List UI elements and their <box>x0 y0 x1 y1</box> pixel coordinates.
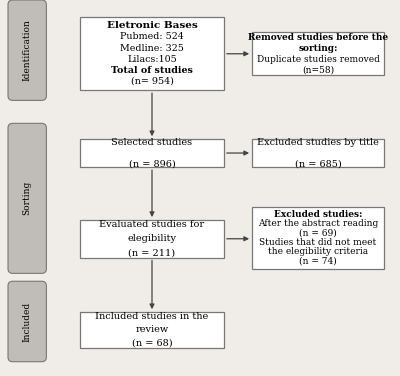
Text: After the abstract reading: After the abstract reading <box>258 219 378 228</box>
Bar <box>80 139 224 167</box>
Bar <box>252 207 384 269</box>
Text: Evaluated studies for: Evaluated studies for <box>100 220 204 229</box>
Text: (n = 74): (n = 74) <box>299 257 337 266</box>
Text: (n = 211): (n = 211) <box>128 249 176 258</box>
Text: (n = 69): (n = 69) <box>299 229 337 238</box>
FancyBboxPatch shape <box>8 281 46 362</box>
Text: Lilacs:105: Lilacs:105 <box>127 55 177 64</box>
FancyBboxPatch shape <box>8 0 46 100</box>
Text: Excluded studies by title: Excluded studies by title <box>257 138 379 147</box>
Text: Excluded studies:: Excluded studies: <box>274 210 362 219</box>
Text: Selected studies: Selected studies <box>112 138 192 147</box>
Text: Included studies in the: Included studies in the <box>95 312 209 321</box>
Text: Duplicate studies removed: Duplicate studies removed <box>256 55 380 64</box>
Bar <box>80 220 224 258</box>
Text: Studies that did not meet: Studies that did not meet <box>259 238 377 247</box>
Text: (n = 68): (n = 68) <box>132 339 172 348</box>
Text: the elegibility criteria: the elegibility criteria <box>268 247 368 256</box>
Text: (n=58): (n=58) <box>302 65 334 74</box>
Text: sorting:: sorting: <box>298 44 338 53</box>
Text: Identification: Identification <box>23 19 32 81</box>
Text: Sorting: Sorting <box>23 181 32 215</box>
Text: Eletronic Bases: Eletronic Bases <box>107 21 197 30</box>
Text: (n = 896): (n = 896) <box>129 159 175 168</box>
Text: Total of studies: Total of studies <box>111 66 193 75</box>
FancyBboxPatch shape <box>8 123 46 273</box>
Text: Removed studies before the: Removed studies before the <box>248 33 388 42</box>
Text: (n= 954): (n= 954) <box>130 77 174 86</box>
Text: Pubmed: 524: Pubmed: 524 <box>120 32 184 41</box>
Text: review: review <box>135 326 169 334</box>
Text: Medline: 325: Medline: 325 <box>120 44 184 53</box>
Bar <box>252 32 384 75</box>
Text: (n = 685): (n = 685) <box>295 159 341 168</box>
Text: elegibility: elegibility <box>128 234 176 243</box>
Bar <box>80 17 224 90</box>
Bar <box>80 312 224 348</box>
Text: Included: Included <box>23 302 32 341</box>
Bar <box>252 139 384 167</box>
